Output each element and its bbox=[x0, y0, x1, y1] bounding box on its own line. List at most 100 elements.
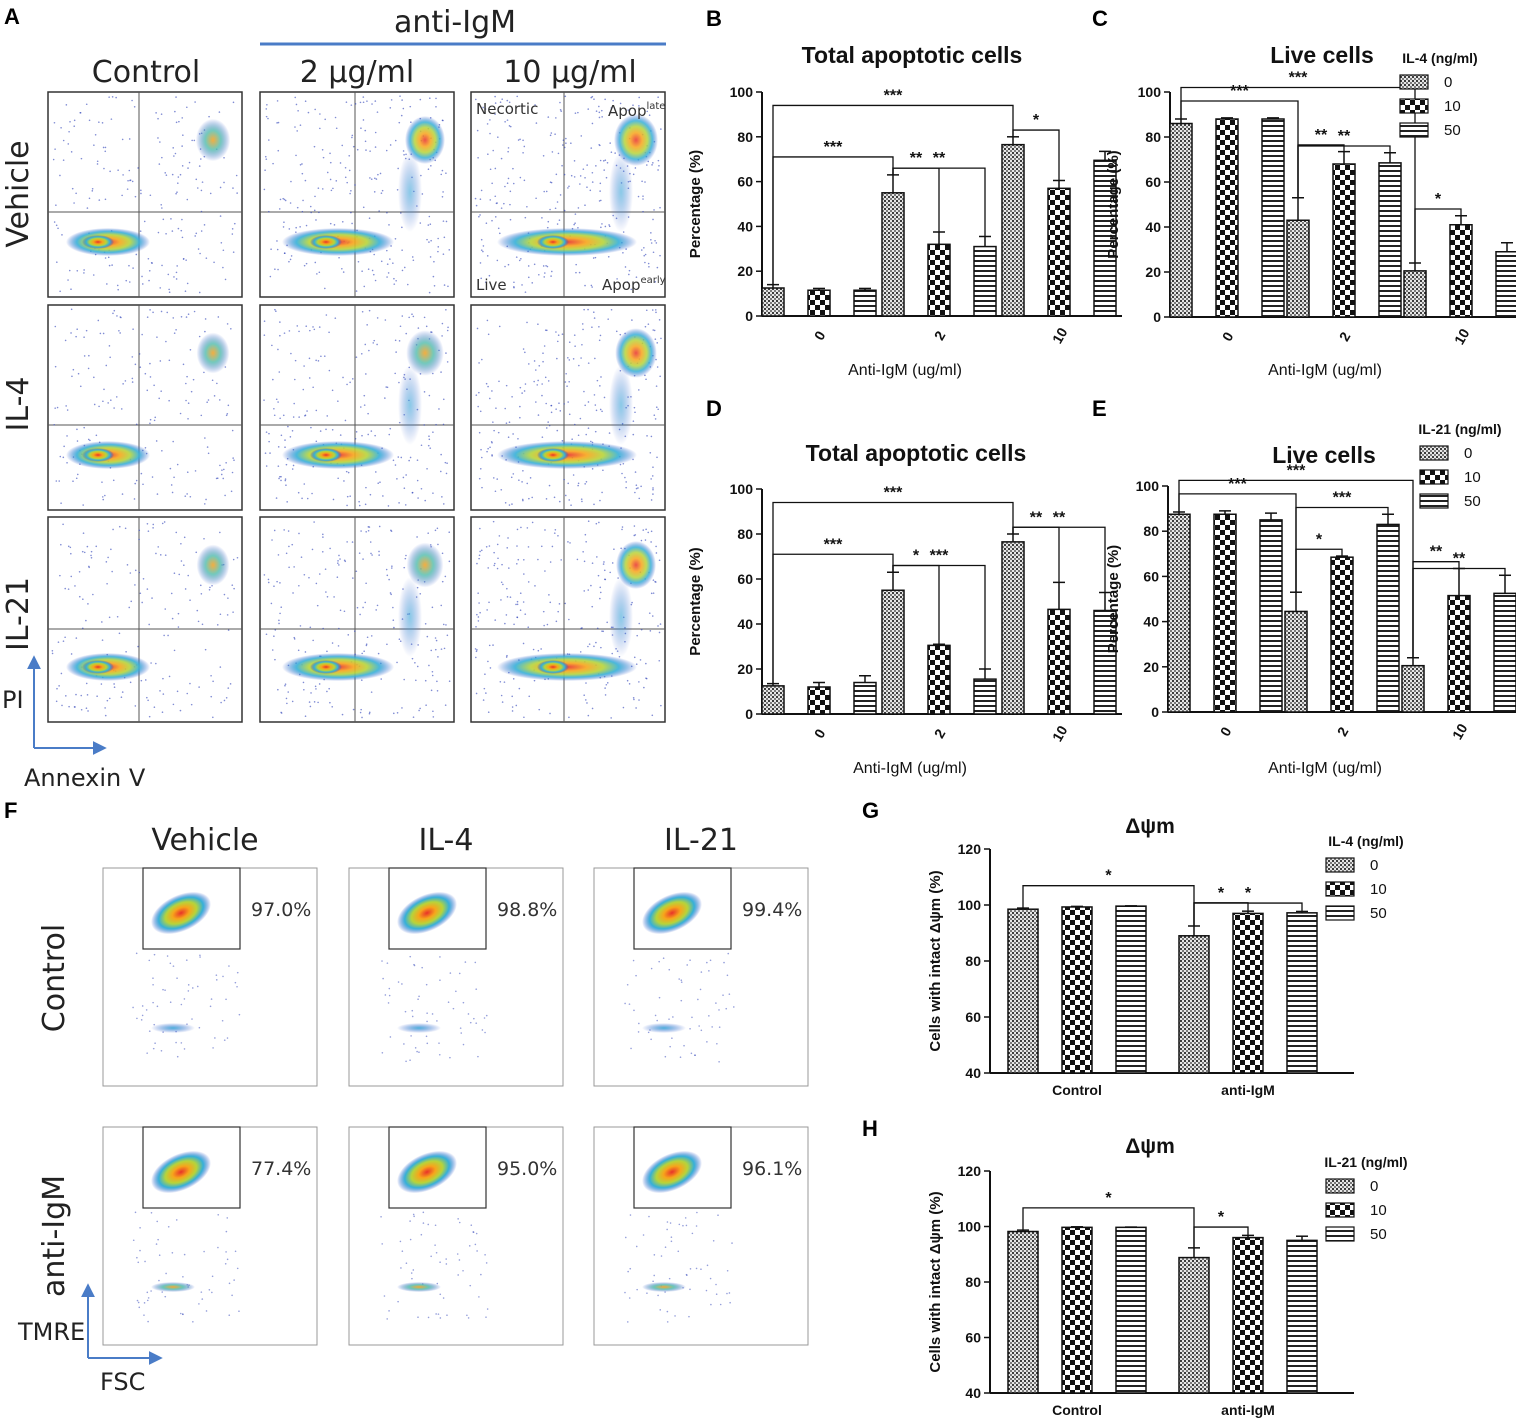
bar-Control-0 bbox=[1007, 908, 1039, 1074]
x-tick-label: Control bbox=[1052, 1082, 1102, 1098]
significance-bracket: ** bbox=[1412, 550, 1506, 658]
panel-f-x-label: FSC bbox=[100, 1368, 145, 1396]
significance-label: *** bbox=[1228, 476, 1247, 493]
bar-2-0 bbox=[881, 192, 905, 317]
bar-2-0 bbox=[881, 589, 905, 715]
bar-2-10 bbox=[927, 243, 951, 317]
x-tick-label: 10 bbox=[1451, 326, 1473, 348]
flow-plot-a-r0-c2 bbox=[470, 91, 666, 298]
significance-label: ** bbox=[1338, 128, 1351, 145]
flow-plot-a-r2-c2 bbox=[470, 516, 666, 723]
panel-a-row-il21: IL-21 bbox=[1, 577, 36, 651]
bar-Control-50 bbox=[1115, 1226, 1147, 1394]
significance-label: ** bbox=[1453, 550, 1466, 567]
bar-10-50 bbox=[1495, 251, 1516, 318]
significance-bracket: *** bbox=[892, 548, 986, 669]
legend-label: 10 bbox=[1444, 98, 1461, 115]
y-tick-label: 100 bbox=[1138, 84, 1162, 100]
significance-label: * bbox=[1105, 1190, 1112, 1207]
y-tick-label: 120 bbox=[958, 841, 982, 857]
flow-plot-a-r1-c0 bbox=[47, 304, 243, 511]
y-tick-label: 40 bbox=[1145, 219, 1161, 235]
y-tick-label: 40 bbox=[737, 616, 753, 632]
bar-10-10 bbox=[1047, 187, 1071, 317]
x-tick-label: anti-IgM bbox=[1221, 1082, 1275, 1098]
panel-f-col-il21: IL-21 bbox=[664, 823, 738, 858]
y-tick-label: 40 bbox=[965, 1385, 981, 1401]
legend: IL-4 (ng/ml) 0 10 50 bbox=[1399, 50, 1478, 139]
y-tick-label: 100 bbox=[730, 481, 754, 497]
bar-2-50 bbox=[1378, 162, 1402, 318]
legend-swatch bbox=[1419, 469, 1449, 485]
significance-label: *** bbox=[930, 548, 949, 565]
legend-title: IL-4 (ng/ml) bbox=[1328, 833, 1403, 849]
x-tick-label: 0 bbox=[811, 726, 829, 741]
bar-anti-IgM-50 bbox=[1286, 912, 1318, 1074]
panel-f-col-vehicle: Vehicle bbox=[151, 823, 258, 858]
gate-percentage: 97.0% bbox=[251, 899, 311, 921]
chart-b: Total apoptotic cells020406080100Percent… bbox=[687, 42, 1122, 379]
legend-swatch bbox=[1399, 122, 1429, 138]
legend-label: 0 bbox=[1444, 74, 1452, 91]
y-tick-label: 80 bbox=[1145, 129, 1161, 145]
chart-title: Live cells bbox=[1272, 442, 1376, 468]
significance-label: * bbox=[1218, 1209, 1225, 1226]
legend-swatch bbox=[1419, 493, 1449, 509]
x-tick-label: 10 bbox=[1049, 325, 1071, 347]
panel-label-h: H bbox=[862, 1116, 878, 1141]
significance-label: * bbox=[913, 548, 920, 565]
y-axis-label: Cells with intact Δψm (%) bbox=[927, 870, 944, 1051]
x-tick-label: 0 bbox=[1217, 724, 1235, 739]
panel-label-e: E bbox=[1092, 396, 1107, 421]
flow-plot-f-r0-c2: 99.4% bbox=[593, 867, 809, 1087]
flow-plot-a-r1-c1 bbox=[259, 304, 455, 511]
legend: IL-21 (ng/ml) 0 10 50 bbox=[1324, 1154, 1407, 1243]
significance-bracket: * bbox=[1193, 885, 1303, 926]
legend-label: 0 bbox=[1464, 445, 1472, 462]
significance-label: ** bbox=[1315, 127, 1328, 144]
x-tick-label: 2 bbox=[931, 328, 949, 343]
y-tick-label: 20 bbox=[737, 661, 753, 677]
y-tick-label: 0 bbox=[745, 308, 753, 324]
y-tick-label: 80 bbox=[737, 129, 753, 145]
legend-title: IL-21 (ng/ml) bbox=[1324, 1154, 1407, 1170]
legend-swatch bbox=[1419, 445, 1449, 461]
y-tick-label: 0 bbox=[1153, 309, 1161, 325]
flow-plot-a-r0-c1 bbox=[259, 91, 455, 298]
significance-bracket: *** bbox=[772, 139, 894, 285]
bar-2-50 bbox=[1376, 523, 1400, 713]
panel-f-row-antiigm: anti-IgM bbox=[37, 1175, 72, 1297]
y-tick-label: 40 bbox=[1143, 614, 1159, 630]
legend: IL-21 (ng/ml) 0 10 50 bbox=[1418, 421, 1501, 510]
panel-a-col-10ug: 10 µg/ml bbox=[503, 55, 637, 90]
panel-label-f: F bbox=[4, 798, 17, 823]
panel-label-a: A bbox=[4, 4, 20, 29]
chart-title: Total apoptotic cells bbox=[806, 440, 1027, 466]
legend-swatch bbox=[1399, 74, 1429, 90]
bar-2-10 bbox=[1330, 556, 1354, 713]
legend-label: 50 bbox=[1464, 493, 1481, 510]
bar-10-10 bbox=[1447, 594, 1471, 713]
panel-f-row-control: Control bbox=[37, 924, 72, 1032]
significance-label: *** bbox=[884, 485, 903, 502]
y-tick-label: 40 bbox=[737, 218, 753, 234]
significance-label: * bbox=[1033, 112, 1040, 129]
quadrant-label-live: Live bbox=[476, 276, 507, 294]
significance-label: *** bbox=[884, 87, 903, 104]
legend-title: IL-21 (ng/ml) bbox=[1418, 421, 1501, 437]
bar-0-10 bbox=[807, 289, 831, 317]
bar-0-10 bbox=[807, 686, 831, 715]
y-axis-label: Cells with intact Δψm (%) bbox=[927, 1191, 944, 1372]
y-axis-label: Percentage (%) bbox=[1105, 150, 1122, 258]
significance-label: ** bbox=[933, 150, 946, 167]
gate-percentage: 95.0% bbox=[497, 1158, 557, 1180]
legend-label: 10 bbox=[1370, 1202, 1387, 1219]
legend-swatch bbox=[1399, 98, 1429, 114]
chart-title: Live cells bbox=[1270, 42, 1374, 68]
y-tick-label: 0 bbox=[1151, 704, 1159, 720]
bar-10-10 bbox=[1047, 608, 1071, 715]
x-tick-label: Control bbox=[1052, 1402, 1102, 1418]
legend-label: 0 bbox=[1370, 1178, 1378, 1195]
legend-swatch bbox=[1325, 857, 1355, 873]
